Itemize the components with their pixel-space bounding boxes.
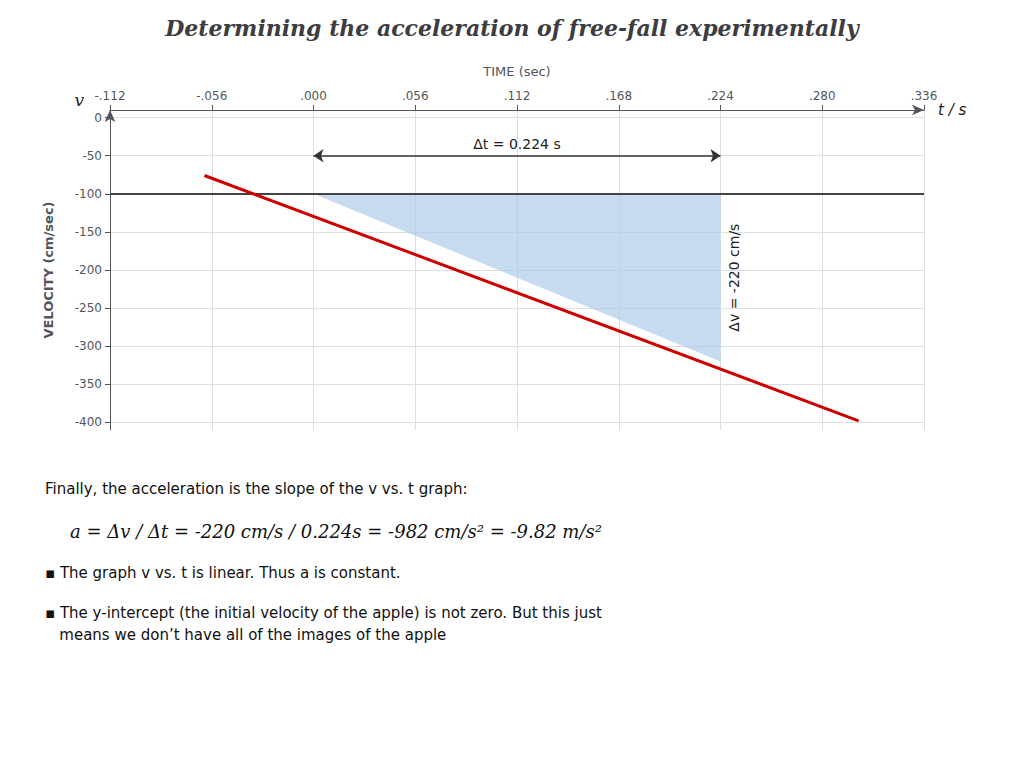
svg-text:Δv = -220 cm/s: Δv = -220 cm/s: [726, 224, 742, 332]
svg-text:-400: -400: [75, 415, 102, 429]
svg-text:means we don’t have all of the: means we don’t have all of the images of…: [45, 626, 446, 644]
svg-text:-.056: -.056: [196, 89, 227, 103]
svg-text:-100: -100: [75, 187, 102, 201]
svg-text:.000: .000: [300, 89, 327, 103]
svg-text:.224: .224: [707, 89, 734, 103]
svg-text:-.112: -.112: [94, 89, 125, 103]
svg-text:-350: -350: [75, 377, 102, 391]
svg-text:▪ The y-intercept (the initial: ▪ The y-intercept (the initial velocity …: [45, 604, 602, 622]
svg-text:.056: .056: [402, 89, 429, 103]
svg-text:Determining the acceleration o: Determining the acceleration of free-fal…: [164, 15, 861, 41]
svg-text:Δt = 0.224 s: Δt = 0.224 s: [473, 136, 561, 152]
svg-text:t / s: t / s: [938, 101, 966, 119]
svg-text:-200: -200: [75, 263, 102, 277]
svg-text:-250: -250: [75, 301, 102, 315]
svg-text:VELOCITY (cm/sec): VELOCITY (cm/sec): [41, 201, 56, 338]
svg-text:.168: .168: [605, 89, 632, 103]
svg-text:.336: .336: [911, 89, 938, 103]
svg-text:▪ The graph v vs. t is linear.: ▪ The graph v vs. t is linear. Thus a is…: [45, 564, 401, 582]
svg-text:-300: -300: [75, 339, 102, 353]
svg-text:.280: .280: [809, 89, 836, 103]
svg-text:-50: -50: [82, 149, 102, 163]
svg-text:-150: -150: [75, 225, 102, 239]
svg-text:a = Δv / Δt = -220 cm/s / 0.22: a = Δv / Δt = -220 cm/s / 0.224s = -982 …: [70, 521, 602, 542]
svg-text:v: v: [74, 90, 84, 110]
svg-text:Finally, the acceleration is t: Finally, the acceleration is the slope o…: [45, 480, 468, 498]
svg-text:TIME (sec): TIME (sec): [482, 64, 550, 79]
svg-text:0: 0: [94, 111, 102, 125]
svg-text:.112: .112: [504, 89, 531, 103]
